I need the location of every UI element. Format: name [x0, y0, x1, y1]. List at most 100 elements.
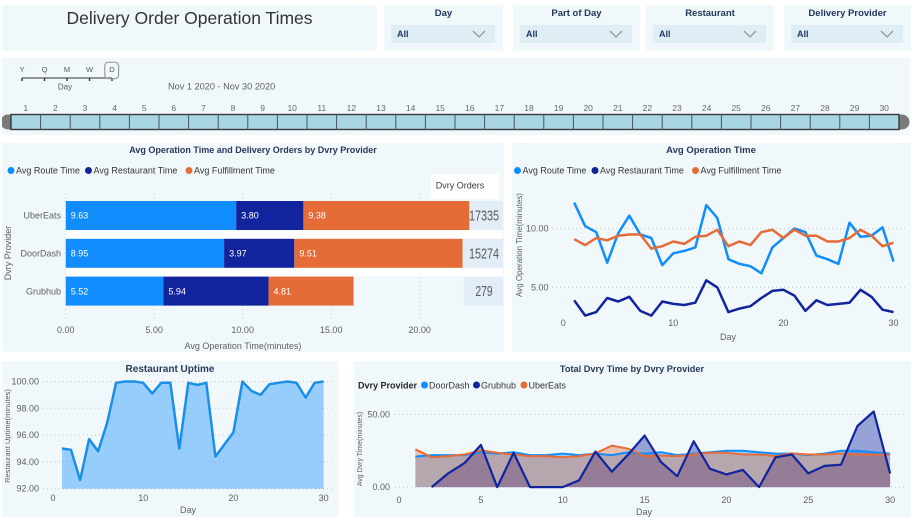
svg-text:12: 12 [347, 103, 357, 113]
svg-text:D: D [109, 65, 115, 74]
svg-text:100.00: 100.00 [11, 377, 39, 387]
svg-text:2: 2 [53, 103, 58, 113]
svg-text:Dvry Provider: Dvry Provider [358, 381, 418, 391]
svg-text:Q: Q [42, 65, 48, 74]
svg-text:6: 6 [171, 103, 176, 113]
svg-text:Restaurant Uptime(minutes): Restaurant Uptime(minutes) [3, 389, 12, 483]
svg-text:9.63: 9.63 [71, 211, 89, 221]
svg-text:15: 15 [435, 103, 445, 113]
svg-text:17: 17 [495, 103, 505, 113]
svg-text:Day: Day [180, 505, 197, 515]
svg-text:7: 7 [201, 103, 206, 113]
svg-text:10: 10 [287, 103, 297, 113]
svg-text:0.00: 0.00 [57, 325, 75, 335]
svg-text:UberEats: UberEats [23, 211, 61, 221]
svg-text:Grubhub: Grubhub [26, 286, 61, 296]
svg-text:3.80: 3.80 [241, 211, 259, 221]
svg-text:5.94: 5.94 [168, 286, 186, 296]
svg-text:9.38: 9.38 [308, 211, 326, 221]
svg-text:0: 0 [50, 493, 55, 503]
svg-text:16: 16 [465, 103, 475, 113]
svg-text:20: 20 [228, 493, 238, 503]
svg-text:30: 30 [319, 493, 329, 503]
svg-text:4.81: 4.81 [274, 286, 292, 296]
svg-text:Nov 1 2020 - Nov 30 2020: Nov 1 2020 - Nov 30 2020 [168, 82, 275, 92]
svg-text:15: 15 [640, 495, 650, 505]
svg-text:Dvry Provider: Dvry Provider [3, 226, 13, 281]
svg-text:25: 25 [731, 103, 741, 113]
svg-text:10: 10 [138, 493, 148, 503]
svg-text:24: 24 [702, 103, 712, 113]
svg-text:94.00: 94.00 [16, 457, 39, 467]
svg-text:5: 5 [478, 495, 483, 505]
svg-text:Avg Route Time: Avg Route Time [16, 166, 80, 176]
svg-text:Y: Y [19, 65, 24, 74]
svg-text:Avg Restaurant Time: Avg Restaurant Time [600, 166, 684, 176]
svg-text:30: 30 [885, 495, 895, 505]
svg-text:1: 1 [23, 103, 28, 113]
svg-text:27: 27 [791, 103, 801, 113]
svg-text:22: 22 [643, 103, 653, 113]
svg-text:20: 20 [721, 495, 731, 505]
svg-text:10.00: 10.00 [231, 325, 254, 335]
svg-text:Avg Fulfillment Time: Avg Fulfillment Time [701, 166, 782, 176]
svg-text:Day: Day [636, 507, 653, 517]
svg-text:20: 20 [583, 103, 593, 113]
svg-text:Avg Dvry Time(minutes): Avg Dvry Time(minutes) [357, 412, 364, 487]
svg-text:10: 10 [558, 495, 568, 505]
svg-text:28: 28 [820, 103, 830, 113]
svg-text:17335: 17335 [469, 209, 499, 225]
svg-text:DoorDash: DoorDash [429, 381, 470, 391]
svg-text:30: 30 [879, 103, 889, 113]
svg-text:Avg Route Time: Avg Route Time [523, 166, 587, 176]
svg-text:Restaurant Uptime: Restaurant Uptime [126, 364, 215, 375]
svg-text:20: 20 [778, 318, 788, 328]
svg-text:9.51: 9.51 [299, 249, 317, 259]
svg-text:96.00: 96.00 [16, 430, 39, 440]
svg-text:4: 4 [112, 103, 117, 113]
svg-text:19: 19 [554, 103, 564, 113]
svg-text:5.52: 5.52 [71, 286, 89, 296]
svg-text:W: W [86, 65, 94, 74]
svg-text:Avg Operation Time(minutes): Avg Operation Time(minutes) [515, 193, 524, 297]
svg-text:13: 13 [376, 103, 386, 113]
svg-text:10.00: 10.00 [526, 224, 549, 234]
svg-text:50.00: 50.00 [367, 409, 390, 419]
svg-text:8.95: 8.95 [71, 249, 89, 259]
svg-text:26: 26 [761, 103, 771, 113]
svg-text:279: 279 [475, 284, 492, 300]
svg-text:25: 25 [803, 495, 813, 505]
svg-text:Avg Restaurant Time: Avg Restaurant Time [94, 166, 178, 176]
svg-text:15274: 15274 [469, 246, 499, 262]
svg-text:3.97: 3.97 [229, 249, 247, 259]
svg-text:Avg Operation Time: Avg Operation Time [666, 145, 756, 156]
svg-text:20.00: 20.00 [408, 325, 431, 335]
svg-text:21: 21 [613, 103, 623, 113]
svg-text:18: 18 [524, 103, 534, 113]
svg-text:DoorDash: DoorDash [20, 249, 61, 259]
svg-text:5.00: 5.00 [145, 325, 163, 335]
svg-text:Avg Operation Time(minutes): Avg Operation Time(minutes) [185, 341, 302, 351]
svg-text:UberEats: UberEats [529, 381, 567, 391]
svg-text:10: 10 [668, 318, 678, 328]
svg-text:Avg Operation Time and Deliver: Avg Operation Time and Delivery Orders b… [129, 145, 377, 155]
svg-text:M: M [64, 65, 70, 74]
svg-text:Avg Fulfillment Time: Avg Fulfillment Time [194, 166, 275, 176]
svg-text:15.00: 15.00 [320, 325, 343, 335]
svg-text:92.00: 92.00 [16, 484, 39, 494]
svg-text:0.00: 0.00 [372, 482, 390, 492]
svg-text:23: 23 [672, 103, 682, 113]
svg-text:Grubhub: Grubhub [481, 381, 516, 391]
svg-text:0: 0 [396, 495, 401, 505]
svg-text:3: 3 [83, 103, 88, 113]
svg-text:29: 29 [850, 103, 860, 113]
svg-text:5: 5 [142, 103, 147, 113]
svg-text:Day: Day [58, 83, 72, 92]
svg-text:98.00: 98.00 [16, 403, 39, 413]
svg-text:Total Dvry Time by Dvry Provid: Total Dvry Time by Dvry Provider [560, 364, 705, 374]
svg-text:0: 0 [561, 318, 566, 328]
svg-text:8: 8 [231, 103, 236, 113]
svg-text:11: 11 [317, 103, 326, 113]
svg-text:5.00: 5.00 [531, 282, 549, 292]
svg-text:30: 30 [888, 318, 898, 328]
